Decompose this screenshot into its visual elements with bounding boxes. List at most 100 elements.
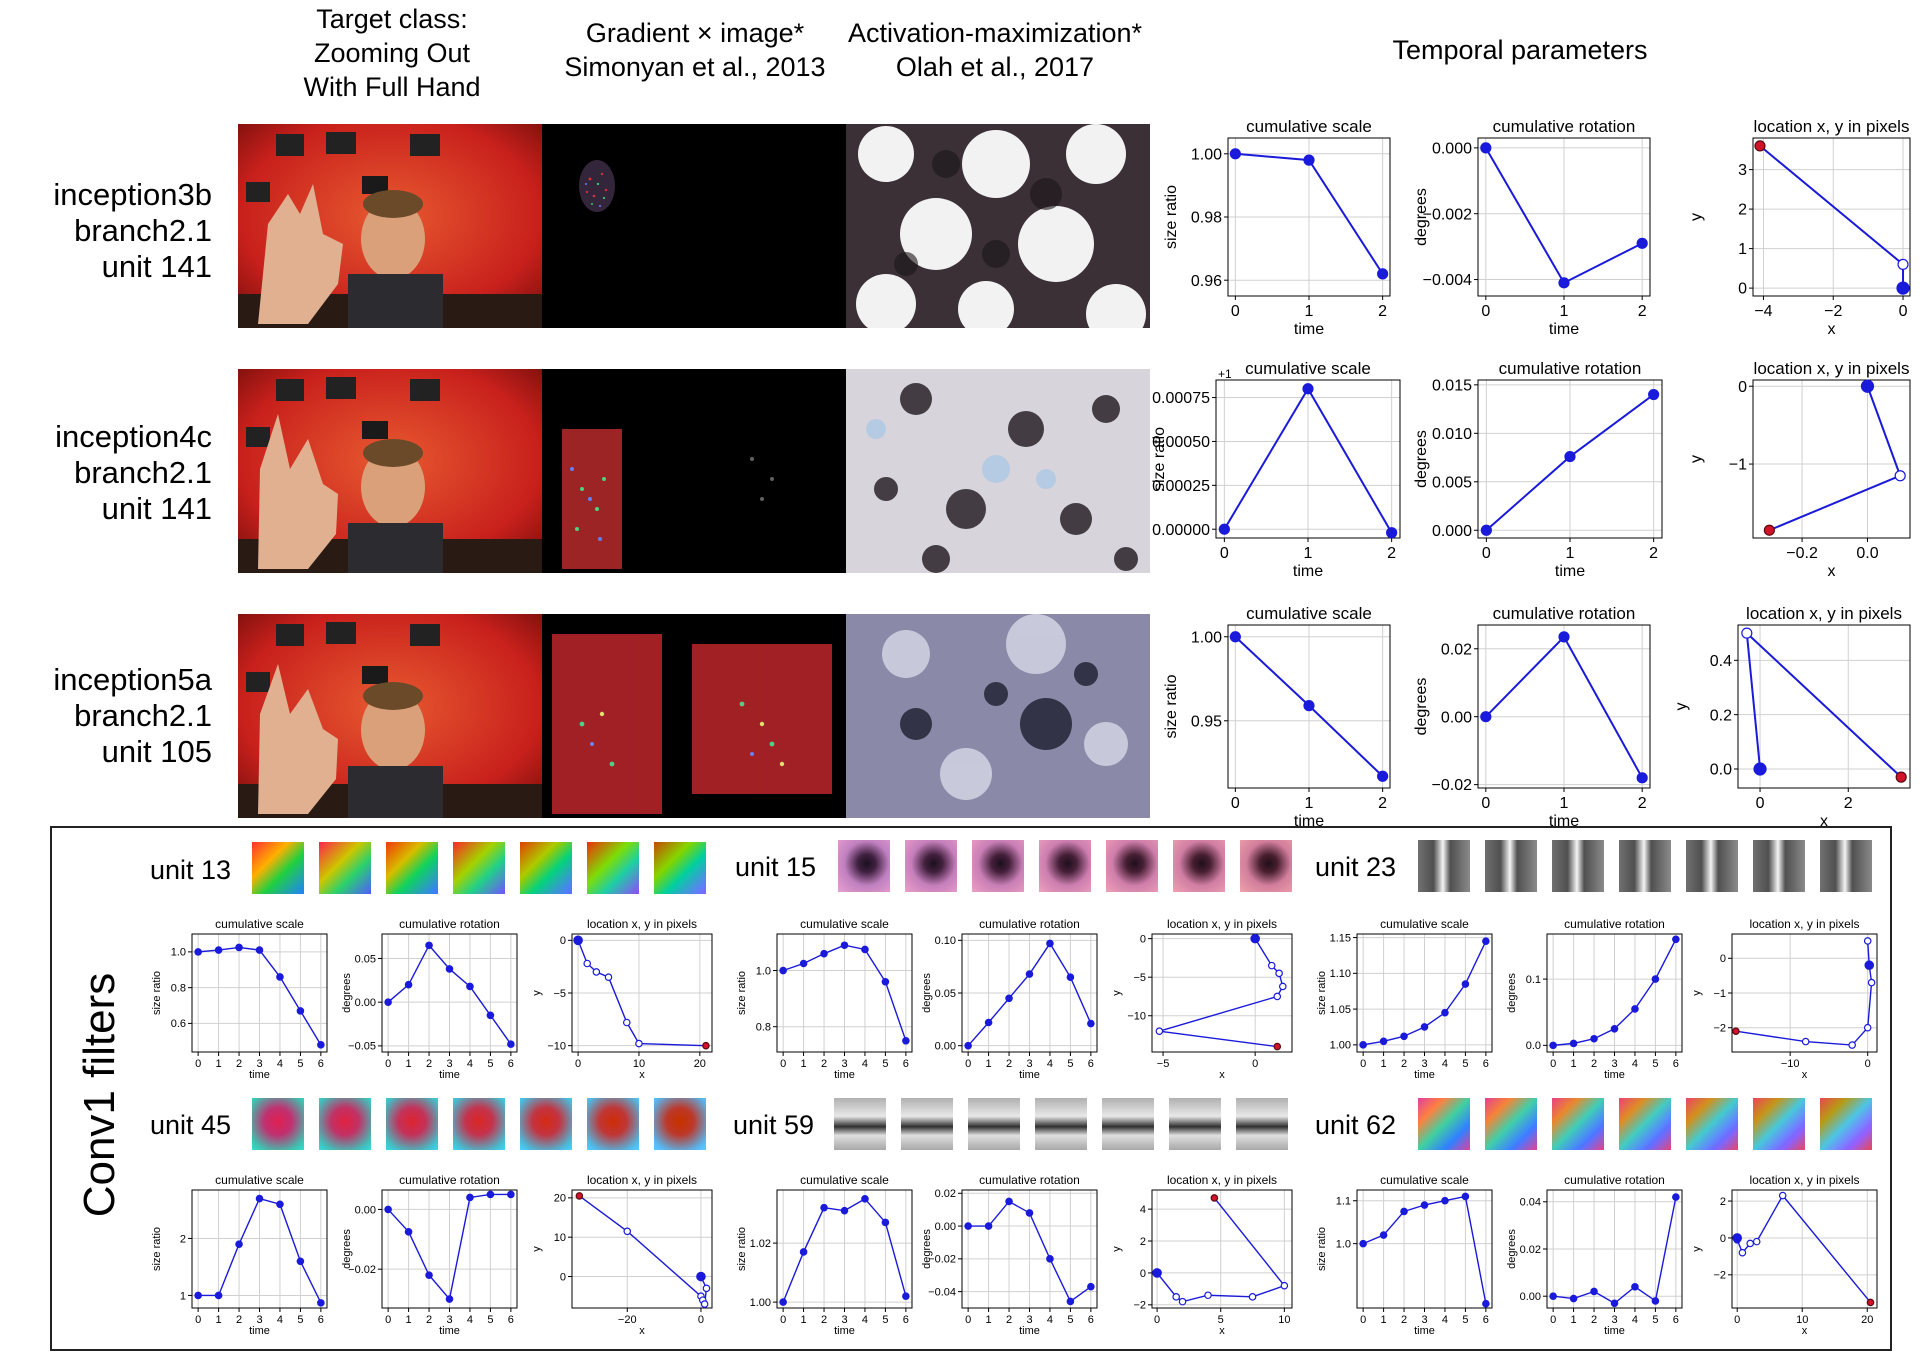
y-tick-label: 2 (1738, 202, 1747, 219)
y-axis-label: degrees (1506, 1229, 1518, 1269)
filter-thumbnail (1240, 840, 1292, 892)
chart-title: cumulative rotation (1493, 117, 1636, 136)
x-tick-label: 1 (216, 1058, 222, 1070)
data-point (1087, 1019, 1095, 1028)
x-tick-label: 1 (801, 1314, 807, 1326)
x-axis-label: time (249, 1325, 270, 1337)
data-point (575, 1192, 584, 1200)
data-point (1178, 1297, 1187, 1306)
y-tick-label: −10 (1127, 1011, 1146, 1023)
y-tick-label: 0.05 (355, 953, 376, 965)
chart-r2-rot: cumulative rotation 0 1 2 0.000 0.005 0.010 0.0… (1413, 359, 1663, 580)
x-tick-label: 0 (385, 1314, 391, 1326)
y-axis-label: y (531, 1246, 543, 1252)
y-tick-label: 0.02 (935, 1188, 956, 1200)
y-tick-label: 0.010 (1432, 426, 1472, 443)
y-tick-label: 1.10 (1330, 968, 1351, 980)
x-tick-label: −2 (1824, 303, 1842, 320)
header-gradient-image: Gradient × image* Simonyan et al., 2013 (564, 18, 826, 82)
x-tick-label: 3 (841, 1058, 847, 1070)
data-point (1046, 1255, 1054, 1263)
y-axis-label: size ratio (736, 971, 748, 1015)
video-frame-image (238, 614, 542, 818)
x-axis-label: time (1294, 321, 1324, 338)
chart-u13-scale: cumulative scale 0 1 2 3 4 5 6 0.6 0.8 1.0 time size… (151, 917, 328, 1081)
data-point (445, 1295, 454, 1303)
offset-text: +1 (1218, 367, 1232, 381)
x-axis-label: time (834, 1069, 855, 1081)
x-tick-label: 3 (256, 1314, 262, 1326)
chart-title: location x, y in pixels (1746, 604, 1902, 623)
data-point (1732, 1233, 1743, 1243)
data-point (1250, 933, 1260, 944)
x-axis-label: x (1828, 321, 1836, 338)
data-point (1005, 1197, 1013, 1206)
chart-title: cumulative rotation (979, 917, 1080, 931)
y-axis-label: size ratio (1163, 185, 1180, 249)
filter-thumbnail (1039, 840, 1091, 892)
chart-title: cumulative rotation (1499, 359, 1642, 378)
chart-title: cumulative scale (215, 917, 304, 931)
x-tick-label: 5 (487, 1314, 493, 1326)
x-tick-label: 3 (1611, 1314, 1617, 1326)
filter-thumbnail (1552, 1098, 1604, 1150)
x-tick-label: 0 (1865, 1058, 1871, 1070)
x-axis-label: time (1414, 1069, 1435, 1081)
data-point (622, 1018, 631, 1027)
plot-frame (1477, 624, 1651, 789)
video-frame-2 (238, 369, 542, 573)
data-point (1229, 631, 1241, 643)
plot-frame (381, 1189, 518, 1309)
filter-thumbnail (972, 840, 1024, 892)
data-point (1648, 388, 1660, 401)
chart-u15-loc: location x, y in pixels −5 0 −10 −5 0 x y (1111, 917, 1293, 1081)
data-point (1218, 523, 1230, 535)
y-tick-label: 0.00 (355, 997, 376, 1009)
y-tick-label: 0.02 (1520, 1244, 1541, 1256)
y-tick-label: 1.00 (750, 1297, 771, 1309)
x-tick-label: 10 (633, 1058, 645, 1070)
data-point (1275, 969, 1283, 978)
y-tick-label: −5 (553, 988, 566, 1000)
x-tick-label: 1 (1560, 795, 1569, 812)
y-tick-label: −0.04 (928, 1286, 956, 1298)
data-point (1482, 937, 1490, 945)
x-tick-label: 3 (1421, 1314, 1427, 1326)
data-point (486, 1190, 495, 1199)
series-line (1768, 385, 1902, 532)
data-point (861, 945, 869, 954)
data-point (1229, 148, 1241, 160)
filter-thumbnail (587, 1098, 639, 1150)
chart-u15-scale: cumulative scale 0 1 2 3 4 5 6 0.8 1.0 time size ra… (736, 917, 913, 1081)
data-point (1066, 1297, 1075, 1306)
y-axis-label: degrees (1506, 973, 1518, 1013)
y-tick-label: 0.04 (1520, 1197, 1541, 1209)
data-point (702, 1041, 710, 1050)
x-tick-label: 4 (1442, 1058, 1448, 1070)
chart-title: cumulative rotation (399, 917, 500, 931)
data-point (1564, 450, 1576, 463)
y-tick-label: 1.0 (756, 965, 771, 977)
data-point (1441, 1196, 1449, 1205)
data-point (1801, 1037, 1810, 1046)
x-tick-label: 4 (1047, 1314, 1053, 1326)
y-tick-label: −0.002 (1423, 206, 1472, 223)
data-point (1738, 1248, 1747, 1257)
data-point (384, 998, 392, 1006)
x-tick-label: 3 (256, 1058, 262, 1070)
filter-thumbnail (1820, 840, 1872, 892)
data-point (583, 959, 592, 968)
y-axis-label: degrees (1413, 188, 1430, 246)
x-tick-label: 4 (862, 1058, 868, 1070)
y-axis-label: degrees (341, 973, 353, 1013)
y-tick-label: 1.05 (1330, 1004, 1351, 1016)
y-tick-label: 1.00 (1191, 629, 1222, 646)
chart-u23-scale: cumulative scale 0 1 2 3 4 5 6 1.00 1.05 1.10 1.15 t… (1316, 917, 1493, 1081)
unit-label-23: unit 23 (1315, 852, 1397, 882)
y-tick-label: 0 (1720, 953, 1726, 965)
data-point (1549, 1292, 1557, 1301)
x-tick-label: 1 (1381, 1058, 1387, 1070)
data-point (1359, 1239, 1367, 1248)
y-tick-label: 0.00 (355, 1204, 376, 1216)
